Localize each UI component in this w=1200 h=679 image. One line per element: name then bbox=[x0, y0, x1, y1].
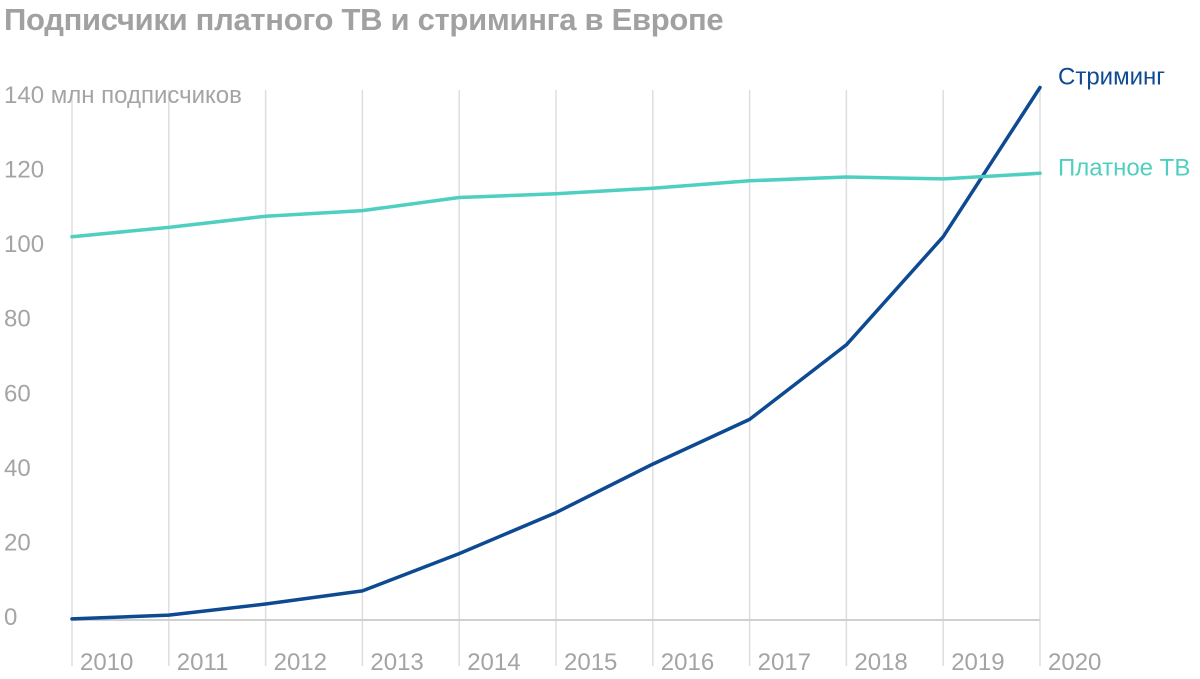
x-tick-label: 2019 bbox=[951, 649, 1004, 676]
y-tick-label: 140 млн подписчиков bbox=[4, 82, 242, 109]
y-tick-label: 100 bbox=[4, 231, 44, 258]
y-tick-label: 60 bbox=[4, 380, 31, 407]
grid-lines bbox=[71, 90, 1041, 666]
x-tick-label: 2010 bbox=[80, 649, 133, 676]
y-axis-ticks: 0 20 40 60 80 100 120 140 млн подписчиков bbox=[4, 82, 242, 631]
x-tick-label: 2012 bbox=[274, 649, 327, 676]
y-tick-label: 120 bbox=[4, 157, 44, 184]
x-axis-ticks: 2010 2011 2012 2013 2014 2015 2016 2017 2018 2019… bbox=[80, 649, 1101, 676]
x-tick-label: 2011 bbox=[177, 649, 229, 676]
chart-title: Подписчики платного ТВ и стриминга в Евр… bbox=[4, 2, 724, 37]
x-tick-label: 2016 bbox=[661, 649, 714, 676]
x-tick-label: 2013 bbox=[370, 649, 423, 676]
y-axis-unit-label: млн подписчиков bbox=[44, 82, 242, 109]
x-tick-label: 2018 bbox=[854, 649, 907, 676]
series-labels: Стриминг Платное ТВ bbox=[1058, 64, 1190, 182]
x-tick-label: 2015 bbox=[564, 649, 617, 676]
y-tick-label: 80 bbox=[4, 306, 31, 333]
series-line-1 bbox=[70, 171, 1042, 239]
series-lines bbox=[70, 85, 1042, 621]
series-line-0 bbox=[70, 85, 1042, 621]
y-tick-label: 20 bbox=[4, 529, 31, 556]
series-label-1: Платное ТВ bbox=[1058, 154, 1190, 181]
x-tick-label: 2014 bbox=[467, 649, 520, 676]
x-tick-label: 2017 bbox=[758, 649, 811, 676]
y-tick-label: 0 bbox=[4, 604, 17, 631]
x-tick-label: 2020 bbox=[1048, 649, 1101, 676]
series-label-0: Стриминг bbox=[1058, 64, 1165, 91]
y-tick-label: 40 bbox=[4, 455, 31, 482]
